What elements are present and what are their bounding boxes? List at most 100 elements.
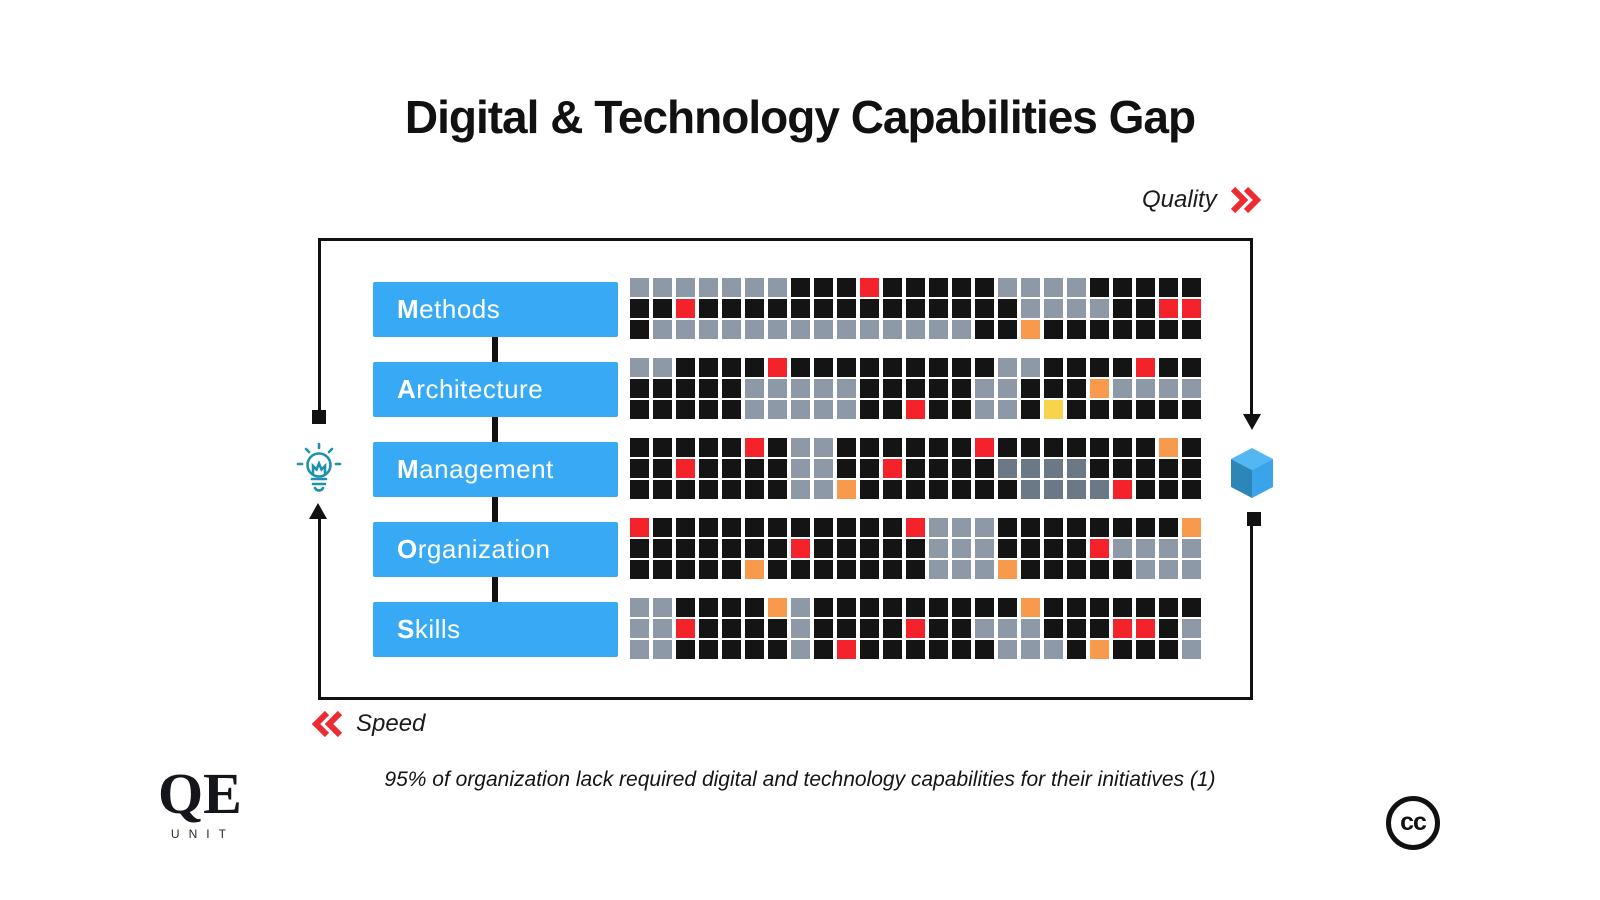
grid-cell (814, 459, 833, 478)
row-connector (492, 417, 498, 442)
grid-cell (929, 299, 948, 318)
grid-cell (906, 459, 925, 478)
grid-cell (814, 640, 833, 659)
grid-cell (653, 400, 672, 419)
grid-cell (952, 539, 971, 558)
grid-cell (1067, 379, 1086, 398)
lightbulb-icon (296, 442, 342, 492)
grid-cell (906, 598, 925, 617)
grid-cell (1113, 379, 1132, 398)
grid-cell (883, 379, 902, 398)
grid-cell (906, 619, 925, 638)
grid-cell (929, 480, 948, 499)
grid-cell (1044, 400, 1063, 419)
grid-cell (1067, 518, 1086, 537)
grid-cell (906, 560, 925, 579)
grid-cell (1136, 358, 1155, 377)
grid-cell (1090, 480, 1109, 499)
grid-cell (975, 320, 994, 339)
grid-cell (975, 459, 994, 478)
grid-cell (837, 358, 856, 377)
grid-cell (1182, 299, 1201, 318)
grid-cell (1044, 278, 1063, 297)
grid-cell (1090, 400, 1109, 419)
grid-cell (1021, 358, 1040, 377)
grid-cell (722, 438, 741, 457)
grid-cell (837, 438, 856, 457)
grid-cell (1113, 358, 1132, 377)
grid-cell (1182, 640, 1201, 659)
grid-cell (1067, 640, 1086, 659)
grid-cell (791, 299, 810, 318)
grid-cell (768, 640, 787, 659)
row-label-initial: A (397, 374, 417, 404)
grid-cell (791, 438, 810, 457)
grid-cell (1067, 560, 1086, 579)
grid-cell (722, 379, 741, 398)
capability-grid-methods (630, 278, 1201, 339)
grid-cell (1090, 619, 1109, 638)
page-title: Digital & Technology Capabilities Gap (404, 91, 1196, 143)
grid-cell (1090, 278, 1109, 297)
grid-cell (1044, 640, 1063, 659)
grid-cell (883, 598, 902, 617)
grid-cell (1067, 320, 1086, 339)
row-label-initial: S (397, 614, 415, 644)
capability-grid-organization (630, 518, 1201, 579)
grid-cell (791, 640, 810, 659)
grid-cell (1159, 518, 1178, 537)
grid-cell (1021, 459, 1040, 478)
grid-cell (676, 438, 695, 457)
grid-cell (676, 400, 695, 419)
grid-cell (1044, 480, 1063, 499)
grid-cell (952, 278, 971, 297)
grid-cell (814, 598, 833, 617)
grid-cell (860, 598, 879, 617)
grid-cell (860, 539, 879, 558)
grid-cell (1044, 320, 1063, 339)
grid-cell (1044, 299, 1063, 318)
cc-letters: cc (1400, 807, 1427, 836)
grid-cell (906, 379, 925, 398)
grid-cell (929, 539, 948, 558)
grid-cell (745, 539, 764, 558)
grid-cell (929, 560, 948, 579)
grid-cell (653, 480, 672, 499)
quality-text: Quality (1142, 186, 1217, 213)
grid-cell (1044, 438, 1063, 457)
grid-cell (860, 560, 879, 579)
grid-cell (676, 539, 695, 558)
grid-cell (860, 278, 879, 297)
grid-cell (998, 560, 1017, 579)
grid-cell (722, 278, 741, 297)
grid-cell (791, 459, 810, 478)
grid-cell (860, 438, 879, 457)
grid-cell (722, 560, 741, 579)
left-line-endcap (312, 410, 326, 424)
grid-cell (699, 598, 718, 617)
grid-cell (814, 438, 833, 457)
frame-top-line (318, 238, 1253, 241)
grid-cell (998, 278, 1017, 297)
grid-cell (630, 358, 649, 377)
grid-cell (745, 459, 764, 478)
grid-cell (952, 320, 971, 339)
frame-left-lower-line (318, 519, 321, 700)
grid-cell (699, 640, 718, 659)
grid-cell (791, 560, 810, 579)
grid-cell (1182, 598, 1201, 617)
grid-cell (1021, 438, 1040, 457)
grid-cell (1067, 459, 1086, 478)
grid-cell (998, 539, 1017, 558)
frame-right-upper-line (1250, 238, 1253, 416)
grid-cell (1090, 358, 1109, 377)
grid-cell (699, 299, 718, 318)
grid-cell (722, 598, 741, 617)
grid-cell (722, 358, 741, 377)
grid-cell (929, 438, 948, 457)
grid-cell (630, 320, 649, 339)
grid-cell (745, 560, 764, 579)
